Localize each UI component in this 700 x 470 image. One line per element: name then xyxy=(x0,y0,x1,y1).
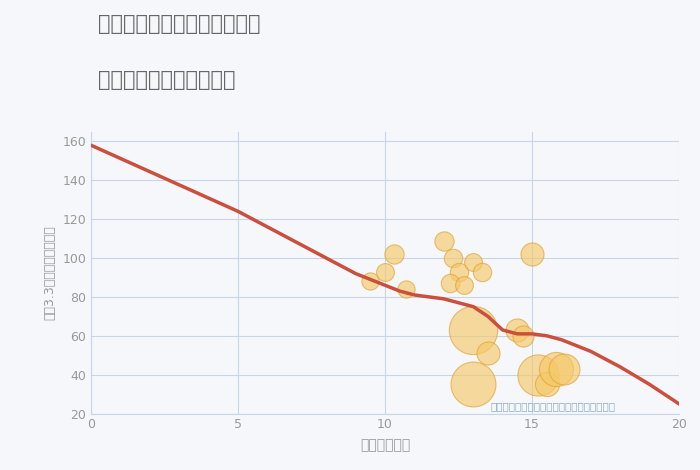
Point xyxy=(400,285,411,293)
Point xyxy=(438,237,449,244)
Point xyxy=(389,251,400,258)
Y-axis label: 坪（3.3㎡）単価（万円）: 坪（3.3㎡）単価（万円） xyxy=(43,225,57,320)
Point xyxy=(550,365,561,373)
Point xyxy=(444,280,455,287)
Point xyxy=(468,258,479,266)
Point xyxy=(477,268,488,275)
Text: 駅距離別中古戸建て価格: 駅距離別中古戸建て価格 xyxy=(98,70,235,91)
Point xyxy=(526,251,538,258)
Point xyxy=(482,350,493,357)
Point xyxy=(379,268,391,275)
Point xyxy=(365,278,376,285)
Point xyxy=(468,381,479,388)
Point xyxy=(532,371,543,378)
Point xyxy=(517,332,528,339)
Point xyxy=(468,326,479,334)
Point xyxy=(458,282,470,289)
Point xyxy=(512,326,523,334)
Point xyxy=(559,365,570,373)
Text: 円の大きさは、取引のあった物件面積を示す: 円の大きさは、取引のあった物件面積を示す xyxy=(491,401,616,411)
X-axis label: 駅距離（分）: 駅距離（分） xyxy=(360,439,410,453)
Text: 愛知県名古屋市南区中割町の: 愛知県名古屋市南区中割町の xyxy=(98,14,260,34)
Point xyxy=(447,254,458,262)
Point xyxy=(541,381,552,388)
Point xyxy=(453,268,464,275)
